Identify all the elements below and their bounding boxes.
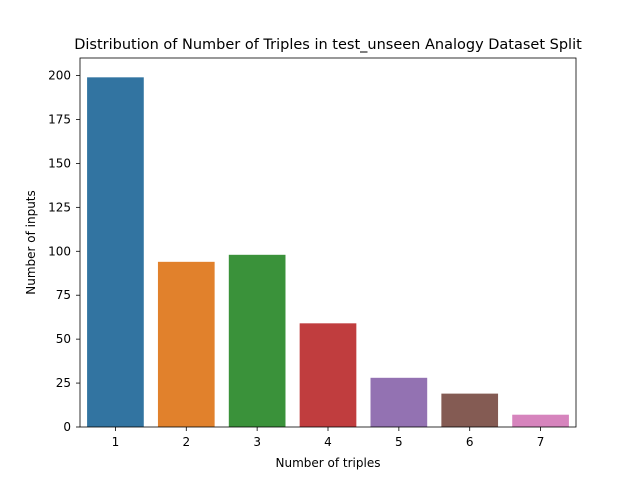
x-tick-label: 1	[112, 435, 120, 449]
x-axis-ticks: 1 2 3 4 5 6 7	[112, 427, 545, 449]
y-tick-label: 25	[56, 376, 71, 390]
bars-group	[87, 77, 569, 427]
bar-6	[441, 393, 499, 427]
x-tick-label: 4	[324, 435, 332, 449]
chart-title: Distribution of Number of Triples in tes…	[74, 37, 582, 53]
y-tick-label: 125	[48, 200, 71, 214]
bar-1	[87, 77, 144, 427]
bar-5	[370, 377, 428, 427]
x-tick-label: 6	[466, 435, 474, 449]
x-tick-label: 7	[537, 435, 545, 449]
bar-2	[157, 261, 215, 427]
y-tick-label: 200	[48, 69, 71, 83]
bar-7	[512, 414, 569, 427]
plot-frame	[79, 57, 577, 428]
y-tick-label: 50	[56, 332, 71, 346]
x-tick-label: 3	[253, 435, 261, 449]
y-tick-label: 100	[48, 244, 71, 258]
x-axis-label: Number of triples	[276, 456, 381, 470]
y-tick-label: 175	[48, 113, 71, 127]
x-tick-label: 5	[395, 435, 403, 449]
bar-3	[228, 254, 286, 427]
y-axis-ticks: 0 25 50 75 100 125 150 175 200	[48, 69, 80, 434]
bar-4	[299, 323, 357, 427]
y-tick-label: 75	[56, 288, 71, 302]
y-axis-label: Number of inputs	[24, 190, 38, 295]
x-tick-label: 2	[182, 435, 190, 449]
y-tick-label: 0	[63, 420, 71, 434]
y-tick-label: 150	[48, 156, 71, 170]
